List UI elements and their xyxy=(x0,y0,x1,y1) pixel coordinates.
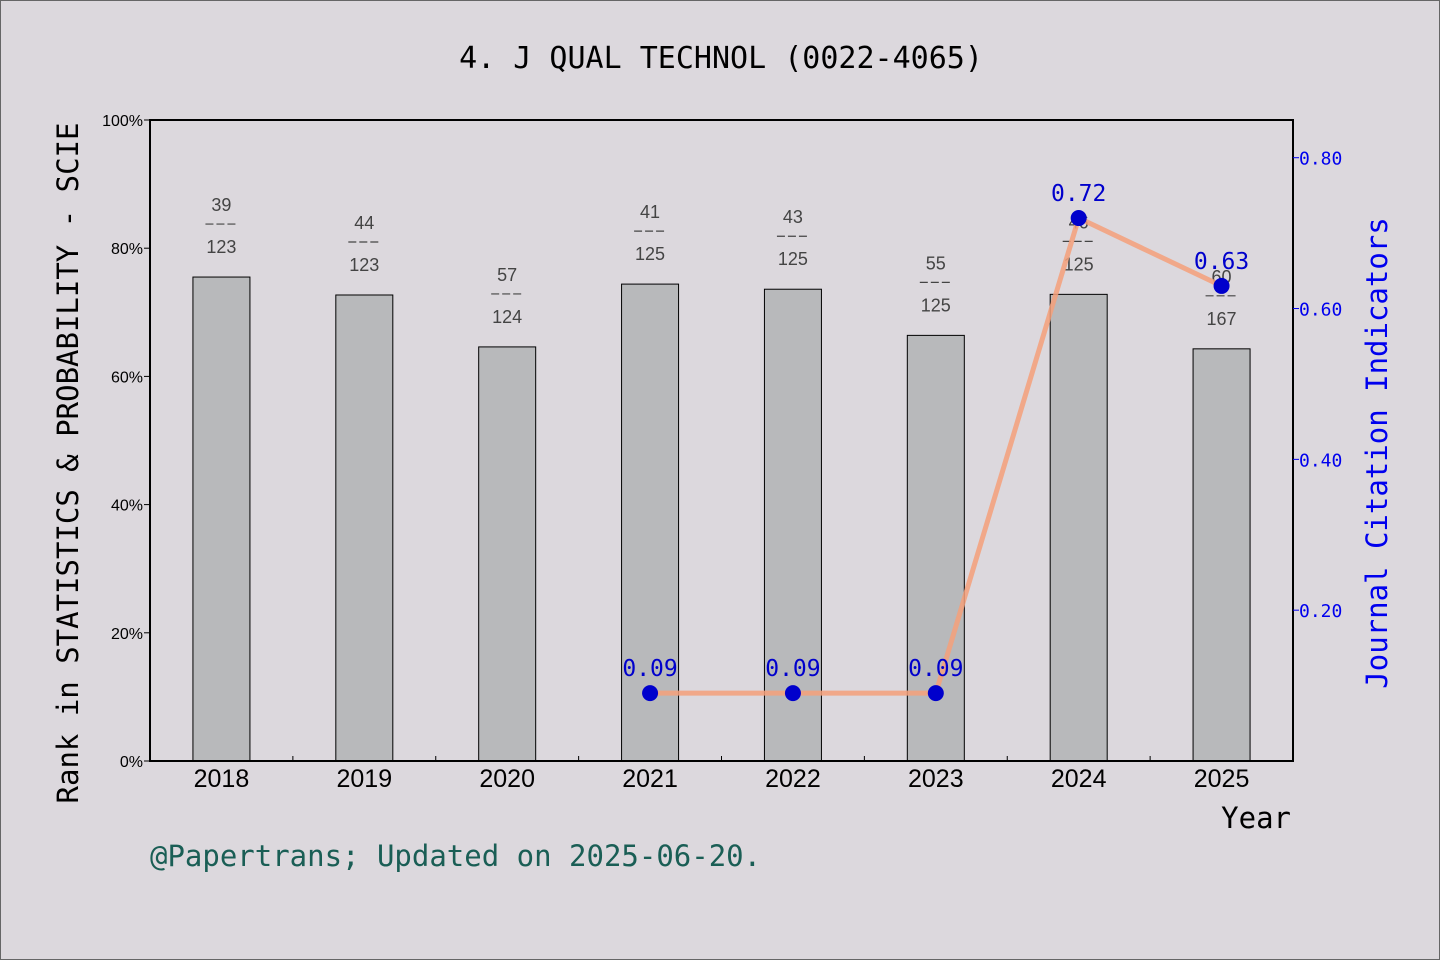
right-tick-label-0.80: 0.80 xyxy=(1299,149,1342,170)
bar-total-label-2023: 125 xyxy=(921,295,951,315)
x-tick-label-2020: 2020 xyxy=(479,765,535,793)
jci-point-2023 xyxy=(927,685,944,702)
bar-total-label-2024: 125 xyxy=(1064,254,1094,274)
left-tick-label-100%: 100% xyxy=(102,113,143,130)
x-tick-label-2025: 2025 xyxy=(1194,765,1250,793)
jci-label-2023: 0.09 xyxy=(908,656,963,682)
right-tick-label-0.20: 0.20 xyxy=(1299,601,1342,622)
bar-rank-label-2020: 57 xyxy=(497,265,517,285)
jci-point-2025 xyxy=(1213,277,1230,294)
bar-2023 xyxy=(906,334,965,762)
left-tick-label-20%: 20% xyxy=(111,626,143,643)
jci-label-2025: 0.63 xyxy=(1194,249,1249,275)
bar-2024 xyxy=(1049,293,1108,762)
jci-point-2021 xyxy=(642,685,659,702)
jci-label-2022: 0.09 xyxy=(765,656,820,682)
bar-2021 xyxy=(621,283,680,762)
bar-2019 xyxy=(335,294,394,762)
x-tick-label-2018: 2018 xyxy=(194,765,250,793)
bar-rank-label-2019: 44 xyxy=(354,213,374,233)
left-tick-label-0%: 0% xyxy=(120,754,143,771)
right-tick-label-0.40: 0.40 xyxy=(1299,450,1342,471)
x-tick-label-2024: 2024 xyxy=(1051,765,1107,793)
bar-total-label-2019: 123 xyxy=(349,255,379,275)
left-axis: 0% 20% 40% 60% 80% 100% xyxy=(102,113,150,771)
right-axis: 0.20 0.40 0.60 0.80 xyxy=(1293,149,1342,622)
jci-point-2024 xyxy=(1070,210,1087,227)
chart-title: 4. J QUAL TECHNOL (0022-4065) xyxy=(459,41,983,76)
bar-rank-label-2018: 39 xyxy=(211,195,231,215)
bars-layer xyxy=(192,276,1251,762)
line-layer: 0.09 0.09 0.09 0.72 0.63 xyxy=(622,181,1249,702)
footer-note: @Papertrans; Updated on 2025-06-20. xyxy=(150,839,761,873)
bar-2020 xyxy=(478,346,537,762)
bar-total-label-2022: 125 xyxy=(778,249,808,269)
left-tick-label-60%: 60% xyxy=(111,369,143,386)
jci-point-2022 xyxy=(784,685,801,702)
bar-2022 xyxy=(763,288,822,762)
jci-label-2024: 0.72 xyxy=(1051,181,1106,207)
left-tick-label-80%: 80% xyxy=(111,241,143,258)
bar-total-label-2020: 124 xyxy=(492,307,522,327)
x-tick-label-2021: 2021 xyxy=(622,765,678,793)
x-tick-label-2022: 2022 xyxy=(765,765,821,793)
x-axis: 2018 2019 2020 2021 2022 2023 2024 2025 xyxy=(194,756,1250,793)
x-axis-label: Year xyxy=(1221,801,1291,835)
bar-rank-label-2023: 55 xyxy=(926,253,946,273)
right-tick-label-0.60: 0.60 xyxy=(1299,300,1342,321)
bar-rank-label-2021: 41 xyxy=(640,202,660,222)
bar-2025 xyxy=(1192,348,1251,762)
y-axis-label-left: Rank in STATISTICS & PROBABILITY - SCIE xyxy=(51,123,85,804)
jci-label-2021: 0.09 xyxy=(622,656,677,682)
bar-rank-label-2022: 43 xyxy=(783,207,803,227)
x-tick-label-2019: 2019 xyxy=(337,765,393,793)
bar-2018 xyxy=(192,276,251,762)
x-tick-label-2023: 2023 xyxy=(908,765,964,793)
left-tick-label-40%: 40% xyxy=(111,498,143,515)
y-axis-label-right: Journal Citation Indicators xyxy=(1360,217,1394,688)
plot-frame xyxy=(149,119,1294,762)
bar-total-label-2021: 125 xyxy=(635,244,665,264)
bar-total-label-2025: 167 xyxy=(1207,309,1237,329)
bar-total-label-2018: 123 xyxy=(206,237,236,257)
